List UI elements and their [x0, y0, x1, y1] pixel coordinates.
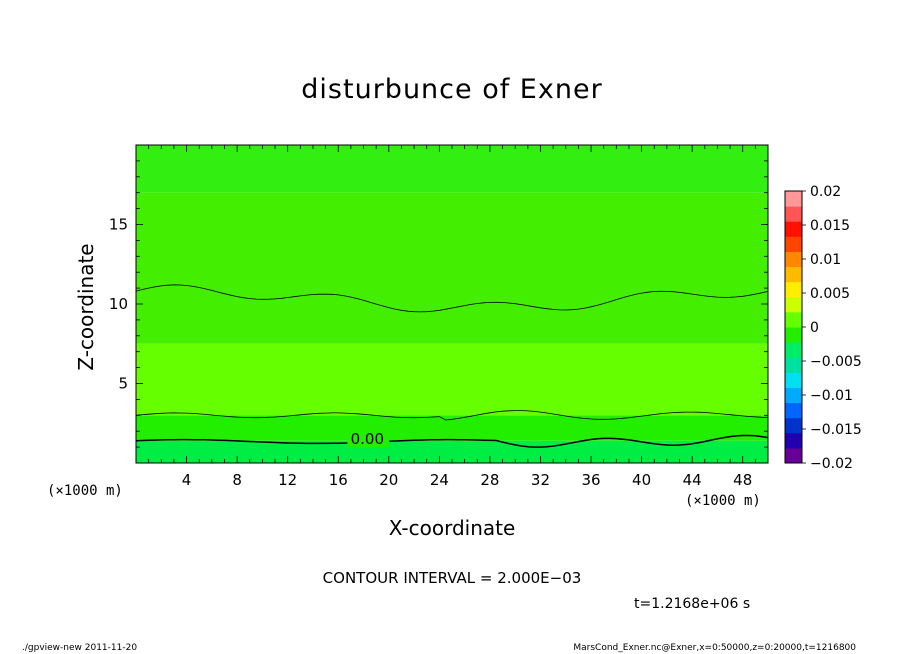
colorbar-segment [785, 432, 802, 449]
chart-title: disturbunce of Exner [301, 74, 603, 105]
x-tick-label: 4 [182, 471, 192, 489]
colorbar-segment [785, 251, 802, 268]
x-tick-label: 40 [632, 471, 651, 489]
contour-label-0: 0.00 [351, 430, 384, 448]
contour-label-bg-0 [347, 429, 390, 448]
colorbar-tick-label: 0.015 [810, 218, 850, 234]
x-tick-label: 32 [531, 471, 550, 489]
colorbar-segment [785, 342, 802, 358]
y-tick-label: 10 [109, 295, 128, 313]
y-axis-label: Z-coordinate [74, 243, 98, 371]
contour-line-upper [135, 284, 769, 313]
colorbar-segment [785, 357, 802, 373]
x-tick-label: 12 [278, 471, 297, 489]
contour-interval-text: CONTOUR INTERVAL = 2.000E−03 [322, 569, 582, 587]
colorbar-segment [785, 447, 802, 464]
x-axis-label: X-coordinate [388, 516, 516, 540]
colorbar-tick-label: 0.01 [810, 252, 841, 268]
contour-line-zero [135, 434, 769, 448]
colorbar-segment [785, 191, 802, 207]
contour-line-middle [135, 410, 769, 421]
footer-left-text: ./gpview-new 2011-11-20 [22, 643, 138, 653]
y-tick-label: 5 [118, 375, 128, 393]
colorbar-tick-label: −0.015 [810, 422, 862, 438]
colorbar-segment [785, 372, 802, 388]
colorbar-tick-label: −0.01 [810, 388, 853, 404]
x-tick-label: 48 [733, 471, 752, 489]
fill-band-4 [136, 145, 768, 193]
contour-lines: 0.00 [135, 284, 769, 448]
fill-band-3 [136, 192, 768, 344]
x-tick-label: 8 [232, 471, 242, 489]
fill-band-0 [136, 440, 768, 463]
plot-area [136, 145, 768, 463]
x-tick-label: 44 [683, 471, 702, 489]
y-tick-label: 15 [109, 216, 128, 234]
colorbar-tick-label: 0.005 [810, 286, 850, 302]
colorbar-segment [785, 387, 802, 404]
x-tick-label: 24 [430, 471, 449, 489]
colorbar: 0.02 0.015 0.01 0.005 0 −0.005 −0.01 −0.015 −0.0… [784, 184, 862, 472]
colorbar-segment [785, 221, 802, 237]
colorbar-tick-label: −0.005 [810, 354, 862, 370]
x-tick-label: 28 [480, 471, 499, 489]
fill-band-2 [136, 343, 768, 416]
colorbar-tick-label: 0.02 [810, 184, 841, 200]
colorbar-segment [785, 327, 802, 343]
colorbar-segment [785, 266, 802, 283]
x-unit-label-left: (×1000 m) [47, 483, 123, 499]
x-tick-label: 36 [581, 471, 600, 489]
colorbar-segment [785, 206, 802, 222]
colorbar-tick-label: 0 [810, 320, 819, 336]
footer-right-text: MarsCond_Exner.nc@Exner,x=0:50000,z=0:20… [573, 643, 856, 653]
colorbar-segment [785, 296, 802, 313]
colorbar-segment [785, 281, 802, 298]
x-tick-label: 16 [329, 471, 348, 489]
time-label: t=1.2168e+06 s [634, 596, 751, 612]
colorbar-segment [785, 236, 802, 252]
colorbar-segment [785, 402, 802, 419]
x-tick-label: 20 [379, 471, 398, 489]
x-unit-label-right: (×1000 m) [685, 493, 761, 509]
colorbar-tick-label: −0.02 [810, 456, 853, 472]
colorbar-segment [785, 311, 802, 328]
colorbar-segment [785, 417, 802, 434]
